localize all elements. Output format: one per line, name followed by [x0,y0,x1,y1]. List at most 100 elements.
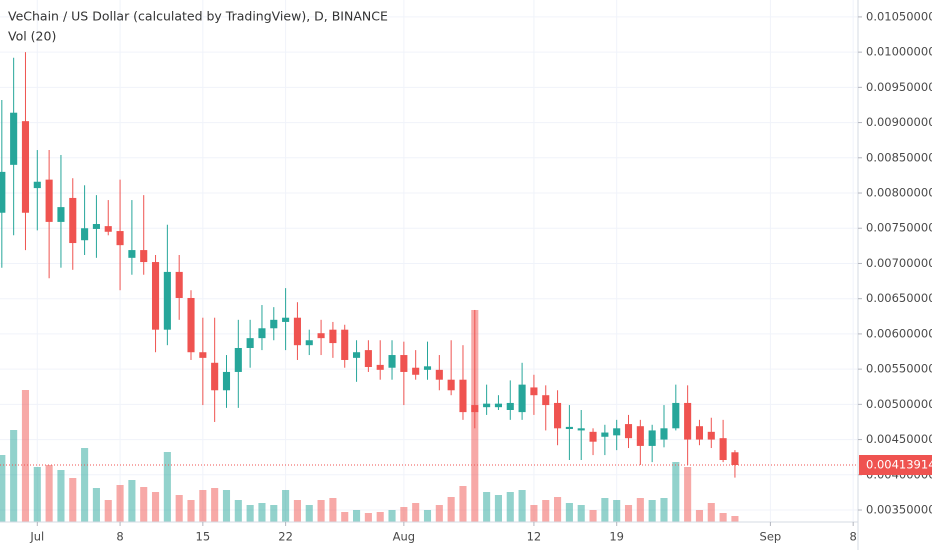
candle-body [21,121,30,213]
x-tick-label: 8 [850,530,857,544]
x-tick-label: 22 [278,530,293,544]
candle-body [187,297,195,353]
candle-body [589,431,597,442]
candle-body [246,338,254,348]
candle-body [33,181,41,189]
volume-bar [128,480,136,522]
candle-body [435,369,443,380]
volume-bar [81,448,89,522]
y-tick-label: 0.00550000 [866,362,932,376]
y-tick-label: 0.00900000 [866,115,932,129]
volume-bar [211,488,219,522]
y-tick-label: 0.00950000 [866,80,932,94]
volume-bar [601,498,609,522]
candle-body [530,387,538,396]
x-tick-label: Aug [393,530,415,544]
candle-body [69,197,77,244]
volume-bar [317,500,325,522]
candle-body [10,112,18,165]
volume-bar [0,455,6,522]
volume-title: Vol (20) [8,29,56,44]
candle-body [92,224,100,229]
candle-body [719,438,727,461]
volume-bar [577,505,585,522]
volume-bar [329,498,337,522]
volume-bar [459,486,467,522]
y-tick-label: 0.00800000 [866,186,932,200]
candle-body [707,431,715,440]
candle-body [258,328,266,339]
candle-body [388,355,396,368]
volume-bar [341,512,349,522]
volume-bar [423,510,432,522]
y-tick-label: 0.00750000 [866,221,932,235]
volume-bar [731,516,739,522]
candle-body [270,319,278,329]
candle-body [128,250,136,258]
y-tick-label: 0.00850000 [866,150,932,164]
volume-bar [648,500,656,522]
candle-body [317,333,325,339]
x-tick-label: Jul [29,530,44,544]
volume-bar [104,500,112,522]
candle-body [175,271,183,298]
volume-bar [364,513,372,522]
candle-body [542,395,550,406]
candle-body [695,426,704,440]
candle-body [151,262,160,330]
y-tick-label: 0.00350000 [866,503,932,517]
x-tick-label: 8 [116,530,123,544]
chart-title: VeChain / US Dollar (calculated by Tradi… [8,9,388,24]
y-tick-label: 0.01050000 [866,9,932,23]
candle-body [376,364,384,370]
volume-bar [672,462,680,522]
candle-body [282,317,290,322]
volume-bar [506,492,514,522]
volume-bar [92,488,100,522]
volume-bar [353,510,361,522]
candle-body [660,428,668,440]
candle-body [45,179,53,222]
candle-body [494,403,502,408]
candle-body [353,352,361,358]
volume-bar [613,500,621,522]
x-tick-label: 19 [609,530,624,544]
volume-bar [388,510,396,522]
volume-bar [246,505,254,522]
volume-bar [376,512,384,522]
last-price-box [859,454,932,475]
volume-bar [565,503,573,522]
volume-bar [494,495,502,522]
candle-body [518,384,526,413]
candle-body [624,424,633,439]
volume-bar [624,505,633,522]
volume-bar [293,500,301,522]
volume-bar [400,507,408,522]
y-tick-label: 0.00500000 [866,397,932,411]
candle-body [104,226,112,232]
plot-area [0,0,858,522]
candle-body [222,371,231,391]
volume-bar [636,498,644,522]
volume-bar [45,465,53,522]
volume-bar [660,498,668,522]
volume-bar [530,505,538,522]
candle-body [140,250,148,263]
candle-body [116,231,124,246]
candle-body [684,402,692,440]
candle-body [636,426,644,446]
volume-bar [707,503,715,522]
x-tick-label: 12 [527,530,542,544]
volume-bar [57,470,65,522]
volume-bar [140,487,148,522]
candle-body [364,350,372,368]
volume-bar [305,505,313,522]
candle-body [601,432,609,437]
candle-body [565,426,573,430]
volume-bar [554,497,562,522]
candle-body [329,329,337,344]
volume-bar [33,467,41,522]
volume-bar [258,503,266,522]
candle-body [305,340,313,346]
